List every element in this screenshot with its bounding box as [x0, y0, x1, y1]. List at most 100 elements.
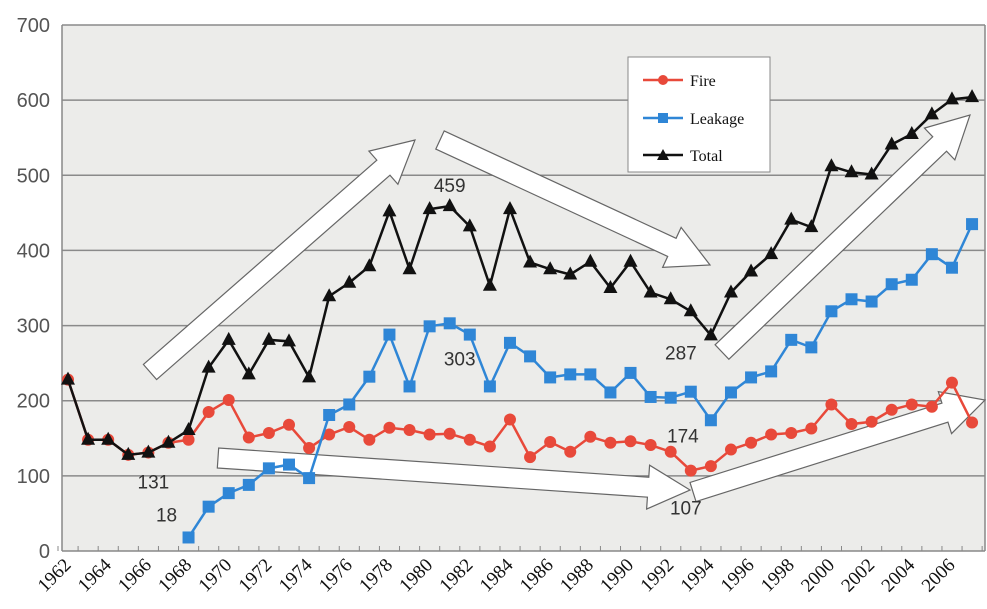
total-point	[402, 261, 417, 275]
x-tick-label: 1982	[436, 555, 478, 597]
x-tick-label: 1996	[717, 555, 759, 597]
fire-point	[745, 436, 758, 449]
total-point	[101, 431, 116, 445]
total-point	[603, 280, 618, 293]
fire-point	[242, 431, 255, 444]
data-label: 174	[667, 426, 699, 447]
total-line	[66, 95, 973, 457]
x-tick-label: 1998	[757, 555, 799, 597]
leakage-point	[664, 391, 677, 404]
x-tick-label: 1984	[476, 554, 518, 596]
y-tick-label: 400	[17, 240, 50, 262]
total-point	[543, 261, 558, 275]
leakage-point	[745, 371, 758, 384]
total-point	[744, 263, 759, 277]
legend-leakage-marker	[658, 113, 668, 123]
leakage-point	[363, 370, 376, 383]
x-tick-label: 2006	[918, 555, 960, 597]
legend-box	[627, 56, 771, 173]
data-label: 131	[138, 473, 170, 494]
trend-arrows	[142, 114, 987, 511]
fire-point	[785, 427, 798, 440]
fire-point	[684, 464, 697, 477]
trend-arrow-fire-up	[689, 390, 987, 503]
plot-background	[62, 25, 985, 551]
x-tick-label: 1970	[195, 555, 237, 597]
y-tick-label: 500	[17, 165, 50, 187]
leakage-point	[684, 385, 697, 398]
leakage-point	[785, 333, 798, 346]
total-point	[683, 303, 698, 317]
total-point	[583, 253, 598, 267]
x-tick-label: 1976	[315, 555, 357, 597]
total-point	[281, 333, 296, 347]
leakage-point	[503, 336, 516, 349]
total-point	[482, 277, 497, 291]
total-point	[221, 331, 236, 345]
y-tick-label: 700	[17, 15, 50, 37]
leakage-point	[724, 386, 737, 399]
y-tick-label: 100	[17, 466, 50, 488]
leakage-point	[242, 478, 255, 491]
total-point	[422, 201, 437, 215]
fire-point	[182, 433, 195, 446]
x-tick-label: 1964	[74, 554, 116, 596]
leakage-point	[885, 278, 898, 291]
trend-arrow-down	[435, 130, 712, 268]
x-axis: 1962196419661968197019721974197619781980…	[34, 546, 985, 596]
legend: Fire Leakage Total	[627, 56, 771, 173]
x-tick-label: 1966	[114, 555, 156, 597]
total-point	[442, 198, 457, 212]
leakage-point	[925, 248, 938, 261]
total-point	[121, 446, 136, 460]
leakage-line	[187, 223, 974, 539]
total-point	[784, 211, 799, 225]
data-label: 303	[444, 349, 476, 370]
total-point	[703, 327, 718, 341]
x-tick-label: 1994	[677, 554, 719, 596]
total-point	[302, 369, 317, 383]
leakage-point	[524, 350, 537, 363]
x-tick-label: 2000	[797, 555, 839, 597]
leakage-point	[222, 487, 235, 500]
legend-total-label: Total	[690, 148, 723, 165]
fire-point	[443, 427, 456, 440]
fire-point	[343, 421, 356, 434]
total-point	[663, 291, 678, 305]
y-tick-label: 300	[17, 316, 50, 338]
leakage-point	[966, 218, 979, 231]
leakage-point	[865, 295, 878, 308]
x-tick-label: 1986	[516, 555, 558, 597]
total-point	[462, 218, 477, 232]
fire-point	[765, 428, 778, 441]
leakage-point	[604, 386, 617, 399]
trend-arrow-fire-down	[216, 447, 692, 511]
leakage-point	[282, 458, 295, 471]
y-tick-label: 600	[17, 90, 50, 112]
series-leakage	[182, 218, 979, 544]
total-point	[563, 266, 578, 280]
total-point	[322, 288, 337, 302]
fire-point	[724, 443, 737, 456]
data-label: 287	[665, 343, 697, 364]
fire-point	[825, 398, 838, 411]
total-point	[61, 371, 75, 385]
fire-point	[423, 428, 436, 441]
leakage-point	[483, 380, 496, 393]
fire-point	[945, 376, 958, 389]
fire-point	[222, 393, 235, 406]
total-point	[643, 284, 658, 298]
leakage-point	[584, 368, 597, 381]
total-point	[141, 444, 156, 458]
leakage-point	[443, 317, 456, 330]
total-point	[944, 91, 959, 105]
total-point	[804, 219, 819, 233]
y-tick-label: 200	[17, 391, 50, 413]
data-labels: 459 303 131 18 287 174 107	[138, 176, 702, 526]
fire-point	[524, 451, 537, 464]
x-tick-label: 1992	[637, 555, 679, 597]
total-point	[924, 106, 939, 120]
fire-point	[604, 436, 617, 449]
x-tick-label: 1988	[556, 555, 598, 597]
